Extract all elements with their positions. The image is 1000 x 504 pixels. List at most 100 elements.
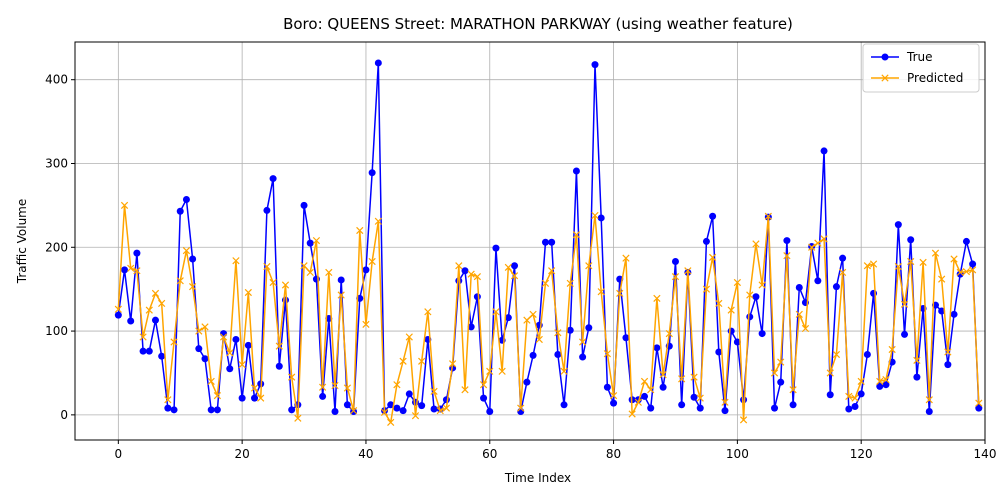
data-point-predicted	[913, 356, 921, 365]
data-point-true	[387, 401, 395, 409]
x-tick-label: 40	[358, 447, 373, 461]
data-point-predicted	[436, 407, 444, 415]
legend-label-true: True	[906, 50, 933, 64]
data-point-true	[232, 335, 240, 343]
series-predicted	[114, 201, 983, 427]
data-point-true	[207, 406, 215, 414]
data-point-true	[430, 405, 438, 413]
legend-box	[862, 43, 980, 93]
data-point-predicted	[752, 240, 760, 248]
data-point-true	[863, 351, 871, 359]
data-point-predicted	[653, 294, 661, 303]
data-point-predicted	[572, 231, 581, 239]
data-point-predicted	[213, 391, 222, 400]
x-tick-label: 100	[726, 447, 749, 461]
data-point-predicted	[232, 257, 240, 265]
data-point-predicted	[628, 410, 636, 418]
data-point-true	[690, 393, 698, 401]
data-point-predicted	[832, 350, 841, 359]
data-point-predicted	[362, 320, 370, 328]
data-point-true	[164, 404, 172, 412]
data-point-true	[560, 401, 568, 409]
data-point-true	[882, 381, 890, 389]
data-point-predicted	[919, 258, 927, 266]
data-point-predicted	[882, 376, 890, 384]
data-point-predicted	[777, 358, 785, 366]
y-tick-label: 0	[60, 408, 68, 422]
data-point-true	[826, 391, 834, 399]
data-point-predicted	[857, 377, 865, 385]
data-point-predicted	[430, 387, 438, 396]
y-tick-label: 100	[45, 324, 68, 338]
data-point-true	[659, 383, 667, 391]
data-point-true	[746, 313, 754, 321]
axis-ticks: 0 20 40 60 80 100 120 140 0 100 200 300 400	[45, 73, 996, 461]
data-point-true	[740, 396, 748, 404]
data-point-predicted	[690, 373, 698, 381]
data-point-predicted	[770, 369, 779, 377]
data-point-predicted	[294, 414, 302, 422]
data-point-predicted	[145, 306, 153, 314]
data-point-predicted	[201, 323, 209, 331]
data-point-true	[876, 382, 884, 390]
data-point-predicted	[554, 329, 562, 337]
data-point-true	[189, 255, 197, 263]
data-point-true	[442, 396, 450, 404]
data-point-predicted	[609, 391, 618, 400]
data-point-predicted	[845, 392, 853, 401]
data-point-predicted	[950, 255, 958, 263]
data-point-true	[901, 330, 909, 338]
data-point-predicted	[380, 408, 389, 416]
data-point-predicted	[238, 360, 246, 369]
data-point-predicted	[195, 327, 203, 335]
series-line-predicted	[117, 204, 980, 424]
data-point-true	[541, 238, 549, 246]
data-point-predicted	[226, 349, 234, 357]
data-point-predicted	[312, 236, 321, 245]
data-point-predicted	[789, 386, 797, 394]
data-point-true	[845, 405, 853, 413]
data-point-true	[263, 206, 271, 214]
data-point-true	[504, 314, 512, 322]
data-point-predicted	[461, 386, 469, 394]
data-point-true	[771, 404, 779, 412]
data-point-true	[195, 345, 203, 353]
x-axis-label: Time Index	[504, 471, 571, 485]
data-point-predicted	[888, 345, 896, 354]
data-point-true	[492, 244, 500, 252]
data-point-predicted	[139, 333, 147, 341]
data-point-true	[727, 327, 735, 335]
data-point-predicted	[257, 394, 265, 402]
data-point-true	[176, 207, 184, 215]
data-point-predicted	[684, 267, 692, 275]
data-point-true	[647, 404, 655, 412]
y-tick-label: 400	[45, 73, 68, 87]
data-point-true	[343, 401, 351, 409]
data-point-predicted	[127, 264, 135, 272]
data-point-true	[758, 330, 766, 338]
data-point-predicted	[876, 377, 884, 385]
data-point-true	[789, 401, 797, 409]
data-point-predicted	[708, 253, 717, 261]
data-point-true	[151, 316, 159, 324]
data-point-predicted	[486, 367, 494, 375]
data-point-true	[622, 334, 630, 342]
data-point-predicted	[801, 324, 810, 333]
legend-marker-true	[881, 53, 889, 61]
data-point-true	[244, 341, 252, 349]
legend-label-predicted: Predicted	[907, 71, 963, 85]
data-point-true	[288, 406, 296, 414]
data-point-predicted	[356, 226, 364, 235]
data-point-predicted	[907, 257, 915, 266]
data-point-predicted	[659, 371, 667, 379]
data-point-true	[585, 324, 593, 332]
data-point-true	[405, 390, 413, 398]
data-point-predicted	[405, 333, 413, 341]
data-point-true	[671, 258, 679, 266]
data-point-true	[368, 169, 376, 177]
data-point-predicted	[164, 396, 172, 404]
data-point-predicted	[808, 243, 816, 251]
data-point-true	[969, 260, 977, 268]
data-point-predicted	[151, 289, 160, 297]
